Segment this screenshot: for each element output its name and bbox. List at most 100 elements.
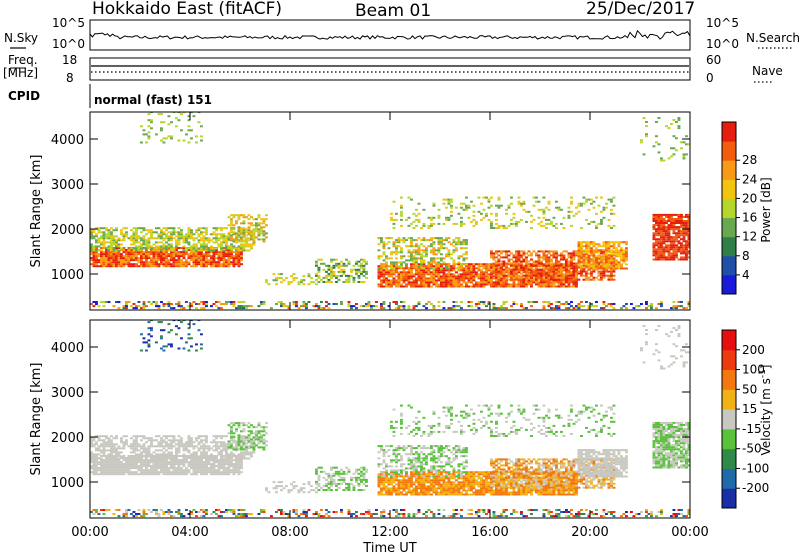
velocity-cell xyxy=(125,465,128,468)
power-cell xyxy=(552,276,556,279)
power-cell xyxy=(677,232,681,235)
power-cell xyxy=(250,243,253,246)
power-cell xyxy=(107,233,111,236)
power-cell xyxy=(457,243,461,246)
power-cell xyxy=(245,237,248,240)
power-cell xyxy=(180,305,183,308)
power-cell xyxy=(545,256,548,259)
power-cell xyxy=(577,264,581,267)
power-cell xyxy=(322,262,326,265)
power-cell xyxy=(610,254,613,257)
power-cell xyxy=(292,273,296,276)
power-cell xyxy=(537,260,541,263)
power-cell xyxy=(130,265,133,268)
power-cell xyxy=(582,241,586,244)
power-cell xyxy=(482,301,486,303)
power-cell xyxy=(395,241,398,244)
power-cell xyxy=(177,247,181,249)
power-cell xyxy=(227,245,231,248)
power-cell xyxy=(100,253,103,256)
power-cell xyxy=(390,257,393,260)
power-cell xyxy=(167,245,171,248)
power-cell xyxy=(227,253,231,256)
power-cell xyxy=(382,307,386,310)
power-cell xyxy=(612,264,616,267)
power-cell xyxy=(665,246,668,249)
power-cell xyxy=(520,254,523,257)
power-cell xyxy=(665,232,668,235)
power-cell xyxy=(180,235,183,238)
power-cell xyxy=(682,238,686,241)
velocity-cell xyxy=(232,465,236,468)
power-cell xyxy=(185,263,188,266)
power-cell xyxy=(597,255,601,258)
velocity-cell xyxy=(200,461,203,464)
power-cell xyxy=(407,271,411,274)
power-cell xyxy=(455,283,458,286)
velocity-cell xyxy=(112,463,116,466)
power-cell xyxy=(547,274,551,277)
power-cell xyxy=(480,275,483,278)
power-cell xyxy=(232,224,236,227)
power-cell xyxy=(187,233,191,236)
power-cell xyxy=(115,229,118,232)
velocity-cell xyxy=(180,469,183,472)
velocity-cell xyxy=(157,443,161,446)
power-cell xyxy=(135,307,138,310)
power-cell xyxy=(417,245,421,248)
power-cell xyxy=(205,263,208,266)
power-cell xyxy=(667,236,671,239)
power-cell xyxy=(242,307,246,310)
velocity-cell xyxy=(125,471,128,474)
power-cell xyxy=(250,234,253,237)
power-cell xyxy=(140,255,143,258)
power-cell xyxy=(592,206,596,209)
power-cell xyxy=(575,250,578,253)
power-cell xyxy=(162,249,166,252)
power-cell xyxy=(652,258,656,261)
velocity-cell xyxy=(110,469,113,472)
power-cell xyxy=(377,273,381,276)
power-cell xyxy=(652,228,656,231)
velocity-cell xyxy=(110,471,113,474)
power-cell xyxy=(550,283,553,286)
power-cell xyxy=(377,271,381,274)
power-cell xyxy=(195,141,198,144)
power-cell xyxy=(162,243,166,246)
power-cell xyxy=(505,252,508,255)
power-cell xyxy=(677,222,681,224)
power-cell xyxy=(435,267,438,270)
power-cell xyxy=(580,253,583,256)
power-cell xyxy=(310,281,313,284)
velocity-cell xyxy=(140,459,143,462)
power-cell xyxy=(655,220,658,222)
power-cell xyxy=(325,276,328,279)
power-cell xyxy=(230,243,233,246)
power-cell xyxy=(522,266,526,269)
power-cell xyxy=(225,237,228,240)
velocity-cell xyxy=(105,449,108,452)
power-cell xyxy=(485,267,488,270)
power-cell xyxy=(670,240,673,243)
power-cell xyxy=(657,244,661,247)
power-cell xyxy=(527,274,531,277)
power-cell xyxy=(432,216,436,219)
power-cell xyxy=(137,259,141,262)
power-cell xyxy=(422,305,426,308)
power-cell xyxy=(380,273,383,276)
power-cell xyxy=(685,250,688,253)
power-cell xyxy=(137,241,141,244)
power-cell xyxy=(480,301,483,303)
velocity-cell xyxy=(132,457,136,460)
power-cell xyxy=(347,303,351,305)
power-cell xyxy=(595,249,598,252)
velocity-cell xyxy=(185,473,188,476)
velocity-cell xyxy=(130,455,133,458)
velocity-cell xyxy=(147,445,151,448)
power-cell xyxy=(512,260,516,263)
power-cell xyxy=(157,255,161,258)
power-cell xyxy=(247,239,251,242)
power-cell xyxy=(660,305,663,308)
power-cell xyxy=(477,307,481,310)
power-cell xyxy=(592,260,596,263)
